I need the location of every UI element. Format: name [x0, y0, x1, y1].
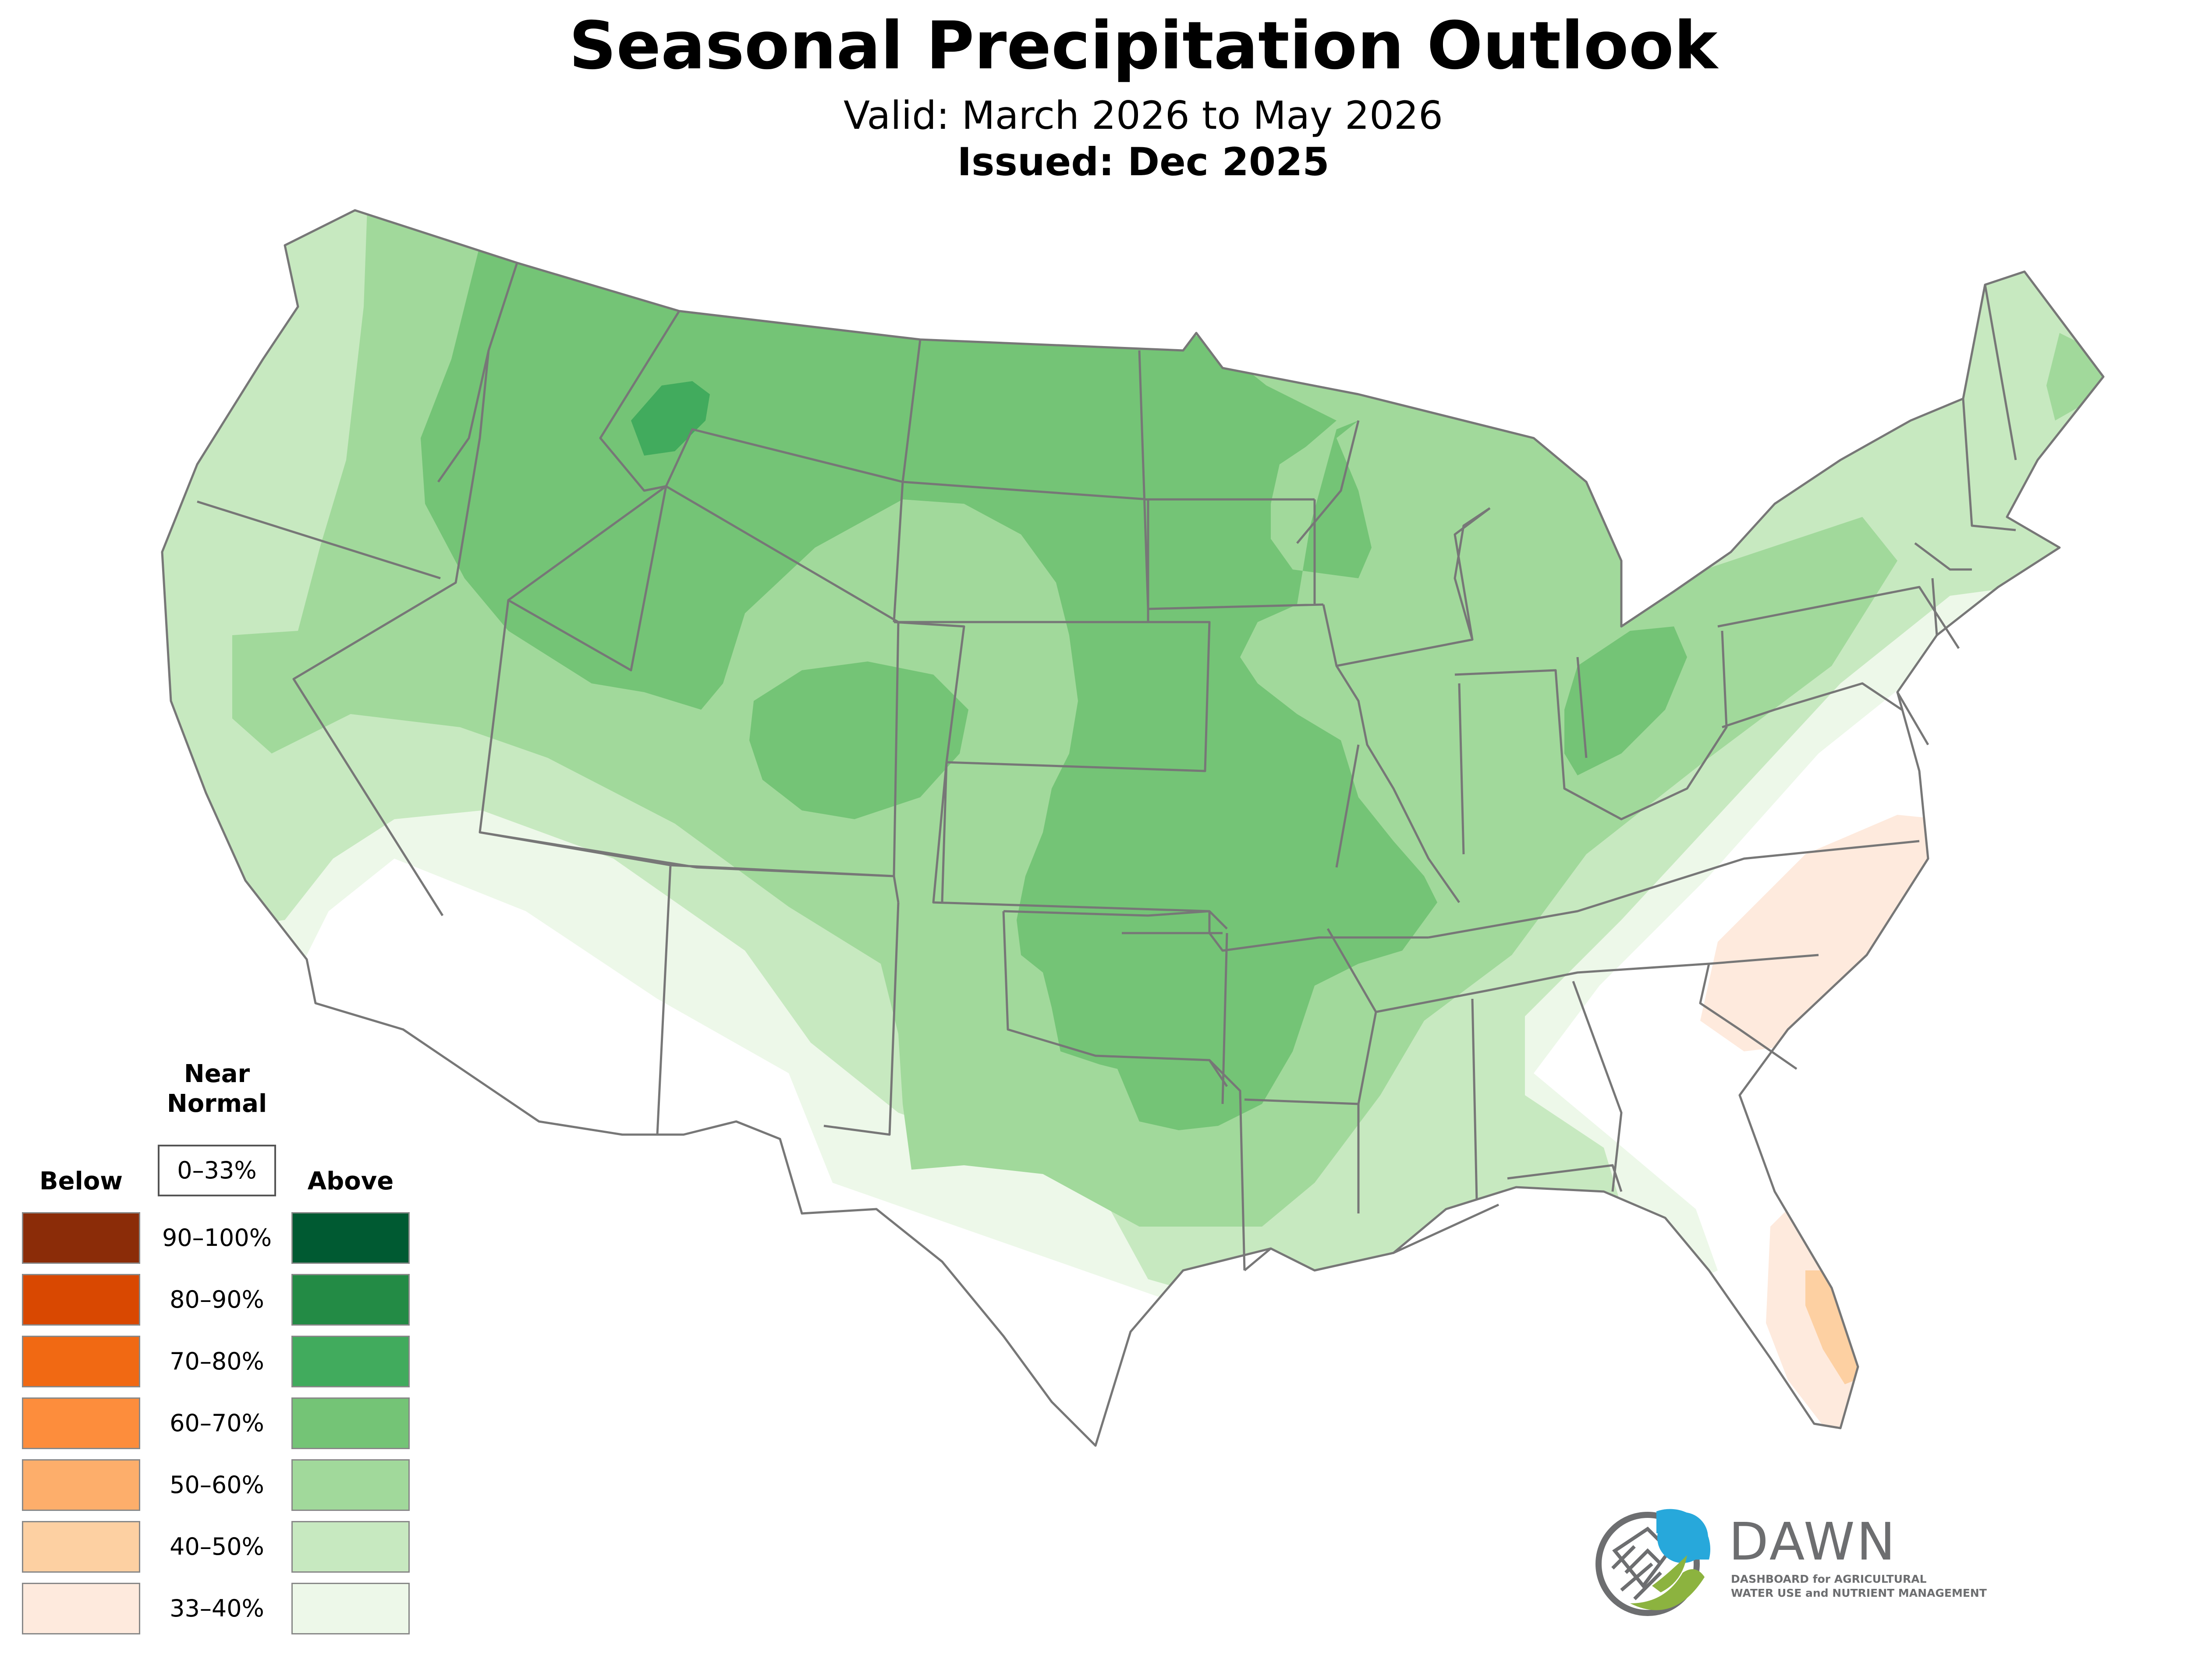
dawn-logo-tagline-2: WATER USE and NUTRIENT MANAGEMENT: [1731, 1587, 1987, 1599]
above-70-80-region: [631, 381, 710, 456]
legend-below-swatch: [22, 1583, 140, 1634]
legend-below-swatch: [22, 1459, 140, 1511]
issued-date: Issued: Dec 2025: [957, 139, 1329, 184]
legend-below-label: Below: [39, 1167, 123, 1195]
legend-below-swatch: [22, 1336, 140, 1387]
dawn-logo-name: DAWN: [1729, 1511, 1897, 1572]
legend-range-label: 70–80%: [170, 1348, 264, 1375]
legend-above-swatch: [291, 1212, 410, 1264]
dawn-logo-icon: [1595, 1509, 1711, 1616]
legend-below-swatch: [22, 1274, 140, 1326]
valid-period: Valid: March 2026 to May 2026: [844, 93, 1443, 138]
legend-above-swatch: [291, 1521, 410, 1573]
dawn-logo-tagline-1: DASHBOARD for AGRICULTURAL: [1731, 1573, 1927, 1585]
above-60-70-colorado-region: [749, 661, 968, 819]
legend-range-label: 50–60%: [170, 1471, 264, 1499]
map-title: Seasonal Precipitation Outlook: [569, 8, 1718, 84]
legend-near-normal-box: 0–33%: [158, 1145, 276, 1196]
below-40-50-florida-region: [1805, 1270, 1867, 1384]
above-60-70-ohio-region: [1564, 626, 1687, 775]
legend-range-label: 40–50%: [170, 1533, 264, 1560]
legend-above-swatch: [291, 1274, 410, 1326]
legend-above-swatch: [291, 1459, 410, 1511]
legend-above-swatch: [291, 1336, 410, 1387]
legend-above-label: Above: [307, 1167, 394, 1195]
legend-range-label: 80–90%: [170, 1286, 264, 1313]
legend-above-swatch: [291, 1397, 410, 1449]
us-outline: [161, 209, 2105, 1447]
legend-range-label: 60–70%: [170, 1409, 264, 1437]
legend-near-label: Near Normal: [167, 1060, 267, 1118]
legend-range-label: 90–100%: [162, 1224, 272, 1252]
state-borders: [197, 262, 2017, 1271]
legend-range-label: 33–40%: [170, 1595, 264, 1622]
legend-below-swatch: [22, 1397, 140, 1449]
legend-above-swatch: [291, 1583, 410, 1634]
legend-below-swatch: [22, 1212, 140, 1264]
legend-below-swatch: [22, 1521, 140, 1573]
